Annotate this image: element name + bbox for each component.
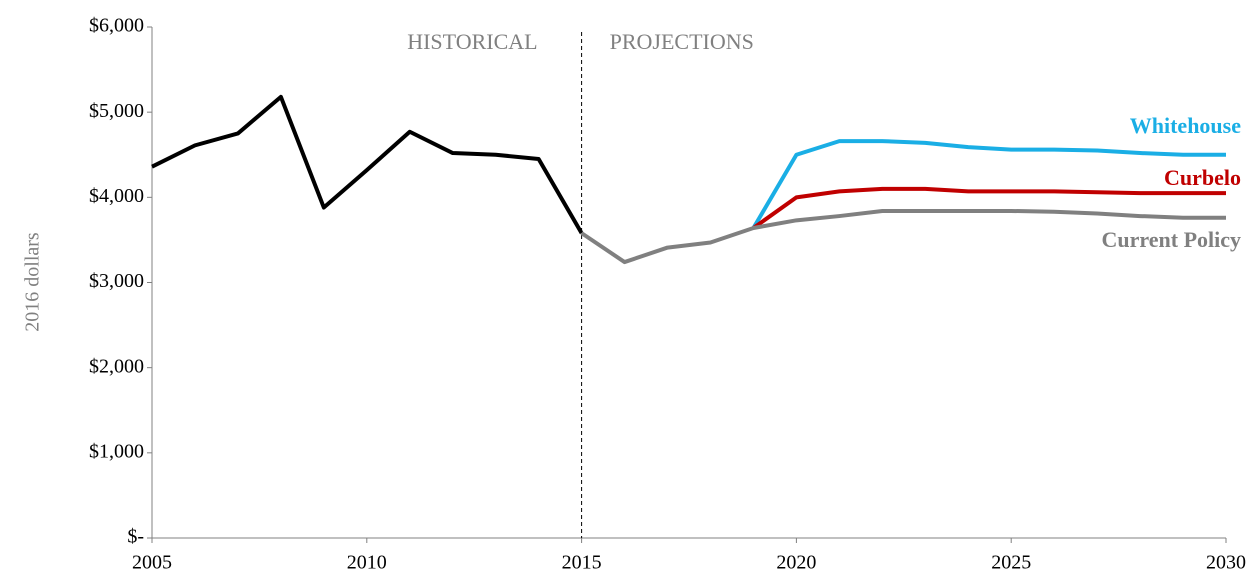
series-line <box>752 186 1226 230</box>
x-tick-label: 2005 <box>132 552 172 574</box>
y-tick-label: $3,000 <box>89 270 144 292</box>
y-tick-label: $1,000 <box>89 440 144 462</box>
x-tick-label: 2020 <box>776 552 816 574</box>
y-tick-label: $4,000 <box>89 185 144 207</box>
annotation: PROJECTIONS <box>610 29 754 54</box>
series-line <box>151 94 584 235</box>
y-tick-label: $2,000 <box>89 355 144 377</box>
x-tick-label: 2015 <box>562 552 602 574</box>
x-tick-label: 2010 <box>347 552 387 574</box>
annotation: HISTORICAL <box>407 29 537 54</box>
y-tick-label: $- <box>127 526 144 548</box>
y-tick-label: $6,000 <box>89 15 144 37</box>
y-axis-label: 2016 dollars <box>22 232 44 332</box>
series-label: Current Policy <box>1101 227 1241 252</box>
y-tick-label: $5,000 <box>89 100 144 122</box>
series-line <box>751 139 1226 230</box>
series-line <box>580 208 1226 265</box>
x-tick-label: 2030 <box>1206 552 1246 574</box>
series-label: Whitehouse <box>1130 113 1241 138</box>
x-tick-label: 2025 <box>991 552 1031 574</box>
series-label: Curbelo <box>1164 165 1241 190</box>
